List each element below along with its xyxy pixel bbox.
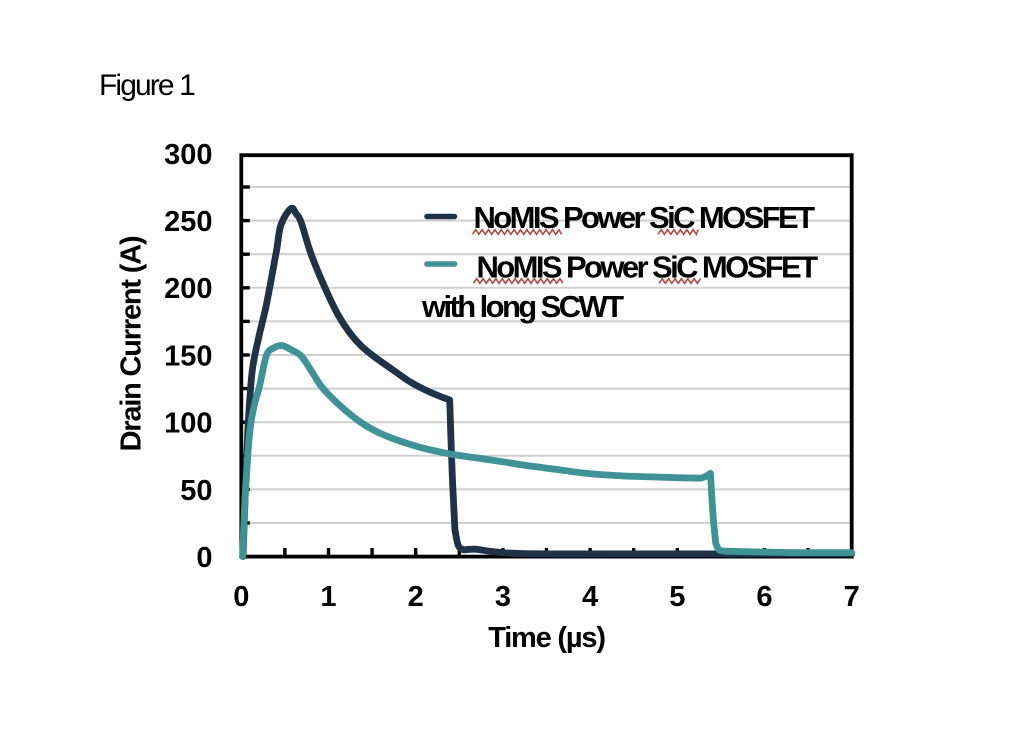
- svg-text:0: 0: [196, 542, 212, 574]
- svg-text:150: 150: [164, 340, 212, 372]
- svg-text:2: 2: [408, 581, 424, 613]
- svg-text:250: 250: [164, 206, 212, 238]
- svg-text:1: 1: [320, 581, 336, 613]
- svg-text:5: 5: [669, 581, 685, 613]
- svg-text:200: 200: [164, 273, 212, 305]
- svg-text:100: 100: [164, 408, 212, 440]
- svg-text:0: 0: [233, 581, 249, 613]
- svg-text:NoMIS Power SiC MOSFET: NoMIS Power SiC MOSFET: [474, 200, 816, 235]
- svg-text:Figure 1: Figure 1: [99, 69, 195, 102]
- svg-text:Drain Current (A): Drain Current (A): [115, 236, 147, 451]
- svg-text:7: 7: [844, 581, 860, 613]
- svg-text:6: 6: [756, 581, 772, 613]
- svg-text:Time (µs): Time (µs): [488, 622, 605, 654]
- svg-text:300: 300: [164, 139, 212, 171]
- svg-text:4: 4: [582, 581, 598, 613]
- svg-text:3: 3: [495, 581, 511, 613]
- svg-text:50: 50: [180, 475, 212, 507]
- svg-text:with long SCWT: with long SCWT: [421, 289, 624, 324]
